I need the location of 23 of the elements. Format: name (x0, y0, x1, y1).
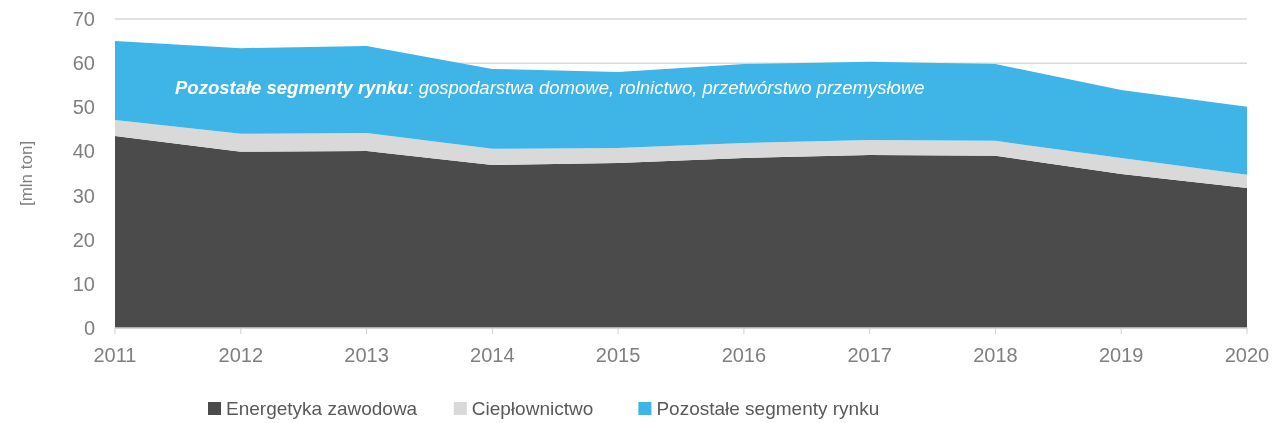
legend-label: Ciepłownictwo (471, 398, 594, 419)
y-tick-label: 30 (72, 184, 95, 207)
x-tick-label: 2020 (1224, 344, 1270, 366)
annotation: Pozostałe segmenty rynku: gospodarstwa domowe, rolnictwo, przetwórstwo przemysłowe (175, 77, 925, 98)
x-tick-label: 2018 (973, 344, 1018, 366)
x-tick-label: 2016 (721, 344, 767, 366)
y-tick-label: 0 (83, 317, 95, 339)
x-tick-label: 2015 (595, 344, 641, 366)
y-axis-title: [mln ton] (17, 140, 36, 207)
y-tick-label: 10 (72, 272, 95, 295)
y-tick-label: 50 (72, 96, 95, 119)
x-tick-label: 2014 (470, 344, 515, 366)
legend-label: Pozostałe segmenty rynku (656, 398, 880, 419)
legend-label: Energetyka zawodowa (226, 398, 418, 419)
y-tick-label: 40 (72, 140, 95, 163)
x-tick-label: 2017 (847, 344, 892, 366)
x-tick-label: 2012 (218, 344, 264, 366)
x-tick-label: 2013 (344, 344, 389, 366)
y-tick-label: 20 (72, 228, 95, 251)
y-tick-label: 60 (72, 52, 95, 75)
x-tick-label: 2019 (1098, 344, 1144, 366)
y-tick-label: 70 (72, 8, 95, 30)
x-tick-label: 2011 (93, 344, 137, 366)
